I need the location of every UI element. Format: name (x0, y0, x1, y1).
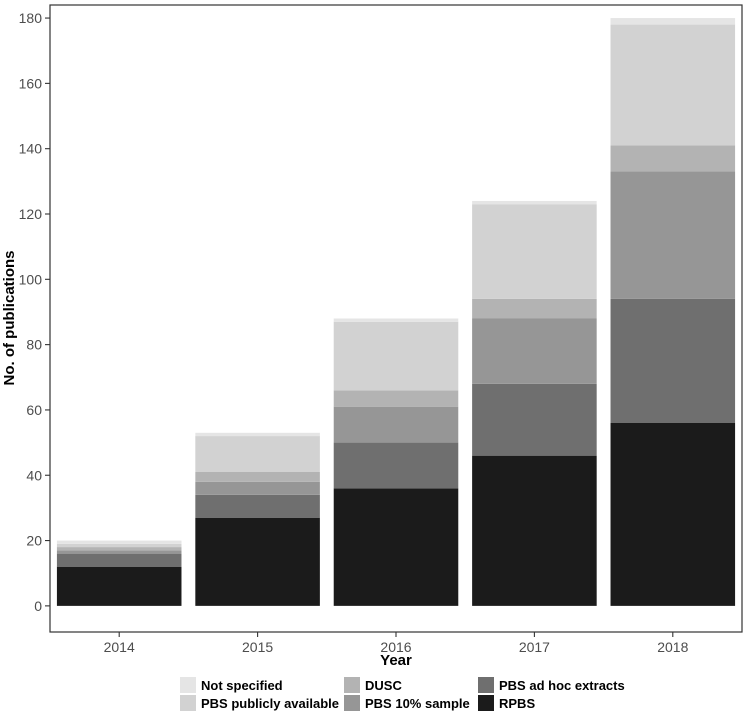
bar-segment-pbs-ad-hoc-extracts-2016 (333, 442, 459, 489)
y-tick-label-160: 160 (19, 75, 43, 91)
y-tick-label-20: 20 (26, 533, 42, 549)
legend-swatch-pbs-ad-hoc-extracts (478, 677, 494, 693)
bar-segment-not-specified-2015 (195, 432, 320, 437)
x-tick-label-2015: 2015 (242, 639, 273, 655)
legend-label-pbs-ad-hoc-extracts: PBS ad hoc extracts (499, 678, 625, 693)
legend-label-pbs-10-sample: PBS 10% sample (365, 696, 470, 711)
bar-segment-pbs-publicly-available-2016 (333, 321, 459, 391)
y-tick-label-40: 40 (26, 467, 42, 483)
bar-segment-pbs-ad-hoc-extracts-2015 (195, 494, 320, 518)
x-tick-label-2016: 2016 (380, 639, 411, 655)
bar-segment-rpbs-2015 (195, 517, 320, 606)
bar-segment-pbs-ad-hoc-extracts-2017 (472, 383, 597, 456)
bar-segment-pbs-publicly-available-2018 (610, 24, 736, 146)
x-axis: 2014 2015 2016 2017 2018 (104, 632, 689, 655)
bar-segment-pbs-publicly-available-2017 (472, 204, 597, 299)
y-axis-title: No. of publications (1, 251, 18, 386)
bar-segment-pbs-10-sample-2016 (333, 406, 459, 443)
legend-swatch-pbs-publicly-available (180, 695, 196, 711)
x-axis-title: Year (380, 652, 412, 669)
y-tick-label-100: 100 (19, 271, 43, 287)
bar-segment-not-specified-2014 (56, 540, 182, 544)
legend: Not specified PBS publicly available DUSC P… (180, 677, 625, 711)
bar-segment-pbs-publicly-available-2015 (195, 436, 320, 472)
x-tick-label-2014: 2014 (104, 639, 135, 655)
bar-segment-dusc-2015 (195, 471, 320, 482)
bar-segment-not-specified-2018 (610, 18, 736, 25)
bar-segment-pbs-10-sample-2017 (472, 318, 597, 384)
legend-label-rpbs: RPBS (499, 696, 535, 711)
bar-segment-dusc-2014 (56, 547, 182, 551)
legend-swatch-not-specified (180, 677, 196, 693)
x-tick-label-2018: 2018 (657, 639, 688, 655)
legend-label-pbs-publicly-available: PBS publicly available (201, 696, 339, 711)
y-tick-label-60: 60 (26, 402, 42, 418)
legend-label-dusc: DUSC (365, 678, 402, 693)
bar-segment-pbs-ad-hoc-extracts-2018 (610, 298, 736, 423)
bar-segment-rpbs-2016 (333, 488, 459, 606)
bars-layer (56, 18, 736, 606)
bar-segment-pbs-10-sample-2018 (610, 171, 736, 299)
bar-segment-pbs-10-sample-2014 (56, 550, 182, 554)
bar-segment-rpbs-2018 (610, 423, 736, 606)
bar-segment-rpbs-2014 (56, 566, 182, 606)
bar-segment-not-specified-2016 (333, 318, 459, 322)
y-tick-label-120: 120 (19, 206, 43, 222)
bar-segment-dusc-2016 (333, 390, 459, 407)
y-tick-label-80: 80 (26, 337, 42, 353)
bar-segment-dusc-2018 (610, 145, 736, 172)
y-axis: 0 20 40 60 80 100 120 140 160 180 (19, 10, 50, 614)
legend-swatch-dusc (344, 677, 360, 693)
bar-segment-dusc-2017 (472, 298, 597, 319)
y-tick-label-0: 0 (34, 598, 42, 614)
bar-segment-rpbs-2017 (472, 455, 597, 606)
x-tick-label-2017: 2017 (519, 639, 550, 655)
bar-segment-not-specified-2017 (472, 200, 597, 205)
legend-label-not-specified: Not specified (201, 678, 283, 693)
bar-segment-pbs-10-sample-2015 (195, 481, 320, 495)
y-tick-label-140: 140 (19, 141, 43, 157)
legend-swatch-pbs-10-sample (344, 695, 360, 711)
bar-segment-pbs-ad-hoc-extracts-2014 (56, 553, 182, 567)
y-tick-label-180: 180 (19, 10, 43, 26)
legend-swatch-rpbs (478, 695, 494, 711)
bar-segment-pbs-publicly-available-2014 (56, 543, 182, 548)
